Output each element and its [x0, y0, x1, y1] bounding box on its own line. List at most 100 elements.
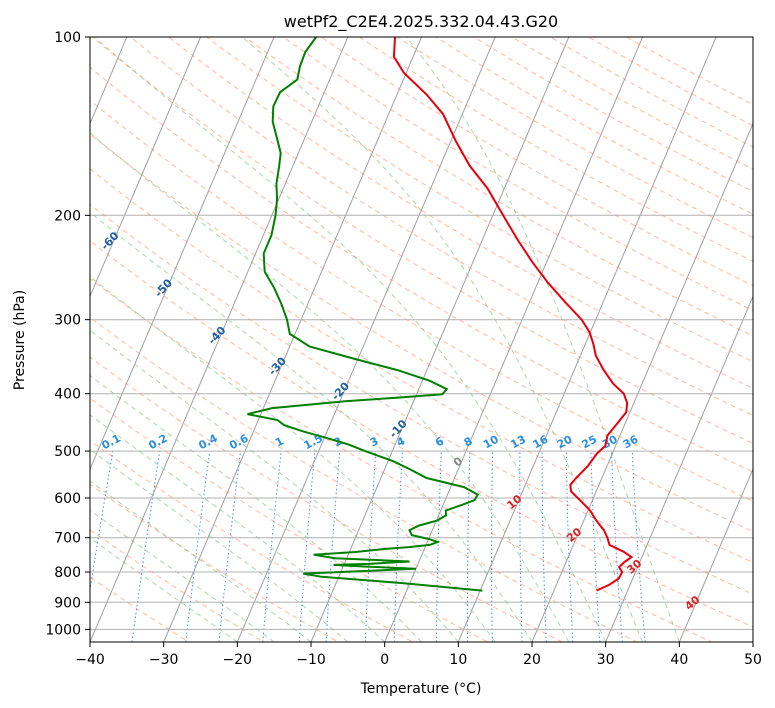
isotherm-label: -60: [99, 229, 122, 253]
isotherm-line: [531, 122, 753, 642]
mixing-ratio-line: [565, 451, 574, 642]
x-tick-label: 10: [449, 652, 467, 668]
isotherm-line: [90, 37, 275, 471]
y-tick-label: 200: [54, 208, 81, 224]
isotherm-line: [605, 295, 753, 642]
moist-adiabat-line: [90, 537, 238, 642]
dry-adiabat-label: 20: [564, 525, 584, 545]
dry-adiabat-line: [90, 483, 340, 642]
moist-adiabat-line: [90, 448, 349, 642]
dry-adiabat-line: [205, 37, 753, 363]
dry-adiabat-line: [90, 203, 753, 595]
x-tick-label: −20: [223, 652, 253, 668]
isotherm-line: [90, 37, 202, 298]
isotherm-line: [90, 37, 349, 642]
dry-adiabat-line: [90, 168, 753, 564]
dry-adiabat-line: [91, 37, 753, 444]
dry-adiabat-line: [90, 316, 639, 642]
moist-adiabat-line: [90, 329, 459, 642]
mixing-ratio-line: [490, 451, 494, 642]
isotherm-label: -50: [152, 276, 175, 300]
x-tick-label: 20: [523, 652, 541, 668]
x-tick-label: −40: [75, 652, 105, 668]
dry-adiabat-line: [396, 37, 753, 239]
mixing-ratio-label: 0.2: [146, 432, 169, 453]
isotherm-label: -30: [266, 354, 289, 378]
mixing-ratio-line: [131, 451, 161, 642]
mixing-ratio-label: 10: [481, 433, 501, 452]
mixing-ratio-label: 6: [433, 434, 446, 449]
moist-adiabat-line: [90, 276, 496, 642]
mixing-ratio-line: [631, 451, 646, 642]
y-tick-label: 700: [54, 531, 81, 547]
moist-adiabat-line: [94, 37, 607, 642]
dry-adiabat-line: [320, 37, 753, 287]
y-axis-label: Pressure (hPa): [12, 290, 28, 390]
isotherm-line: [236, 37, 496, 642]
mixing-ratio-label: 36: [621, 433, 641, 452]
mixing-ratio-line: [90, 451, 114, 594]
isotherm-line: [163, 37, 423, 642]
dewpoint-profile-line: [247, 37, 483, 592]
y-tick-label: 300: [54, 313, 81, 329]
mixing-ratio-line: [185, 451, 211, 642]
mixing-ratio-label: 8: [462, 434, 475, 449]
isotherm-line: [310, 37, 570, 642]
dry-adiabat-line: [90, 356, 564, 642]
x-tick-label: −10: [296, 652, 326, 668]
isotherm-line: [752, 640, 753, 642]
dry-adiabat-line: [167, 37, 753, 389]
mixing-ratio-line: [393, 451, 403, 642]
y-tick-label: 600: [54, 491, 81, 507]
moist-adiabat-line: [90, 132, 570, 642]
dry-adiabat-label: 10: [505, 492, 525, 512]
mixing-ratio-line: [218, 451, 241, 642]
dry-adiabat-line: [587, 37, 753, 127]
y-tick-label: 100: [54, 30, 81, 46]
isotherm-label: -80: [0, 129, 17, 153]
dry-adiabat-line: [244, 37, 753, 337]
mixing-ratio-label: 20: [555, 433, 575, 452]
isotherm-label: -10: [387, 417, 410, 441]
dry-adiabat-line: [90, 240, 753, 628]
y-tick-label: 800: [54, 565, 81, 581]
isotherm-line: [678, 467, 753, 642]
x-tick-label: 40: [670, 652, 688, 668]
y-tick-label: 900: [54, 595, 81, 611]
moist-adiabat-line: [90, 211, 533, 642]
mixing-ratio-label: 1: [273, 434, 286, 449]
temperature-profile-line: [392, 37, 634, 592]
dry-adiabat-line: [90, 133, 753, 533]
x-tick-label: −30: [149, 652, 179, 668]
mixing-ratio-label: 25: [580, 433, 600, 452]
moist-adiabat-line: [90, 374, 422, 642]
isotherm-line: [90, 37, 128, 125]
chart-title: wetPf2_C2E4.2025.332.04.43.G20: [284, 12, 558, 32]
y-tick-label: 1000: [45, 622, 81, 638]
dry-adiabat-label: 40: [683, 593, 703, 613]
dry-adiabat-line: [472, 37, 753, 193]
moist-adiabat-line: [90, 414, 386, 642]
isotherm-line: [0, 10, 65, 654]
mixing-ratio-label: 0.6: [227, 432, 251, 453]
isotherm-label: -70: [48, 175, 71, 199]
dry-adiabat-line: [90, 277, 713, 642]
x-tick-label: 30: [597, 652, 615, 668]
mixing-ratio-label: 13: [508, 433, 528, 452]
mixing-ratio-label: 16: [531, 433, 551, 452]
dry-adiabat-line: [511, 37, 753, 170]
plot-frame: [89, 36, 754, 643]
x-tick-label: 50: [744, 652, 762, 668]
dry-adiabat-line: [434, 37, 753, 215]
x-axis-label: Temperature (°C): [360, 681, 482, 697]
dry-adiabat-line: [90, 66, 753, 473]
dry-adiabat-line: [90, 397, 489, 642]
y-tick-label: 500: [54, 444, 81, 460]
x-tick-label: 0: [380, 652, 389, 668]
dry-adiabat-line: [549, 37, 753, 148]
dry-adiabat-line: [358, 37, 753, 262]
dry-adiabat-line: [90, 529, 265, 642]
isotherm-line: [384, 37, 644, 642]
mixing-ratio-label: 3: [368, 434, 381, 449]
